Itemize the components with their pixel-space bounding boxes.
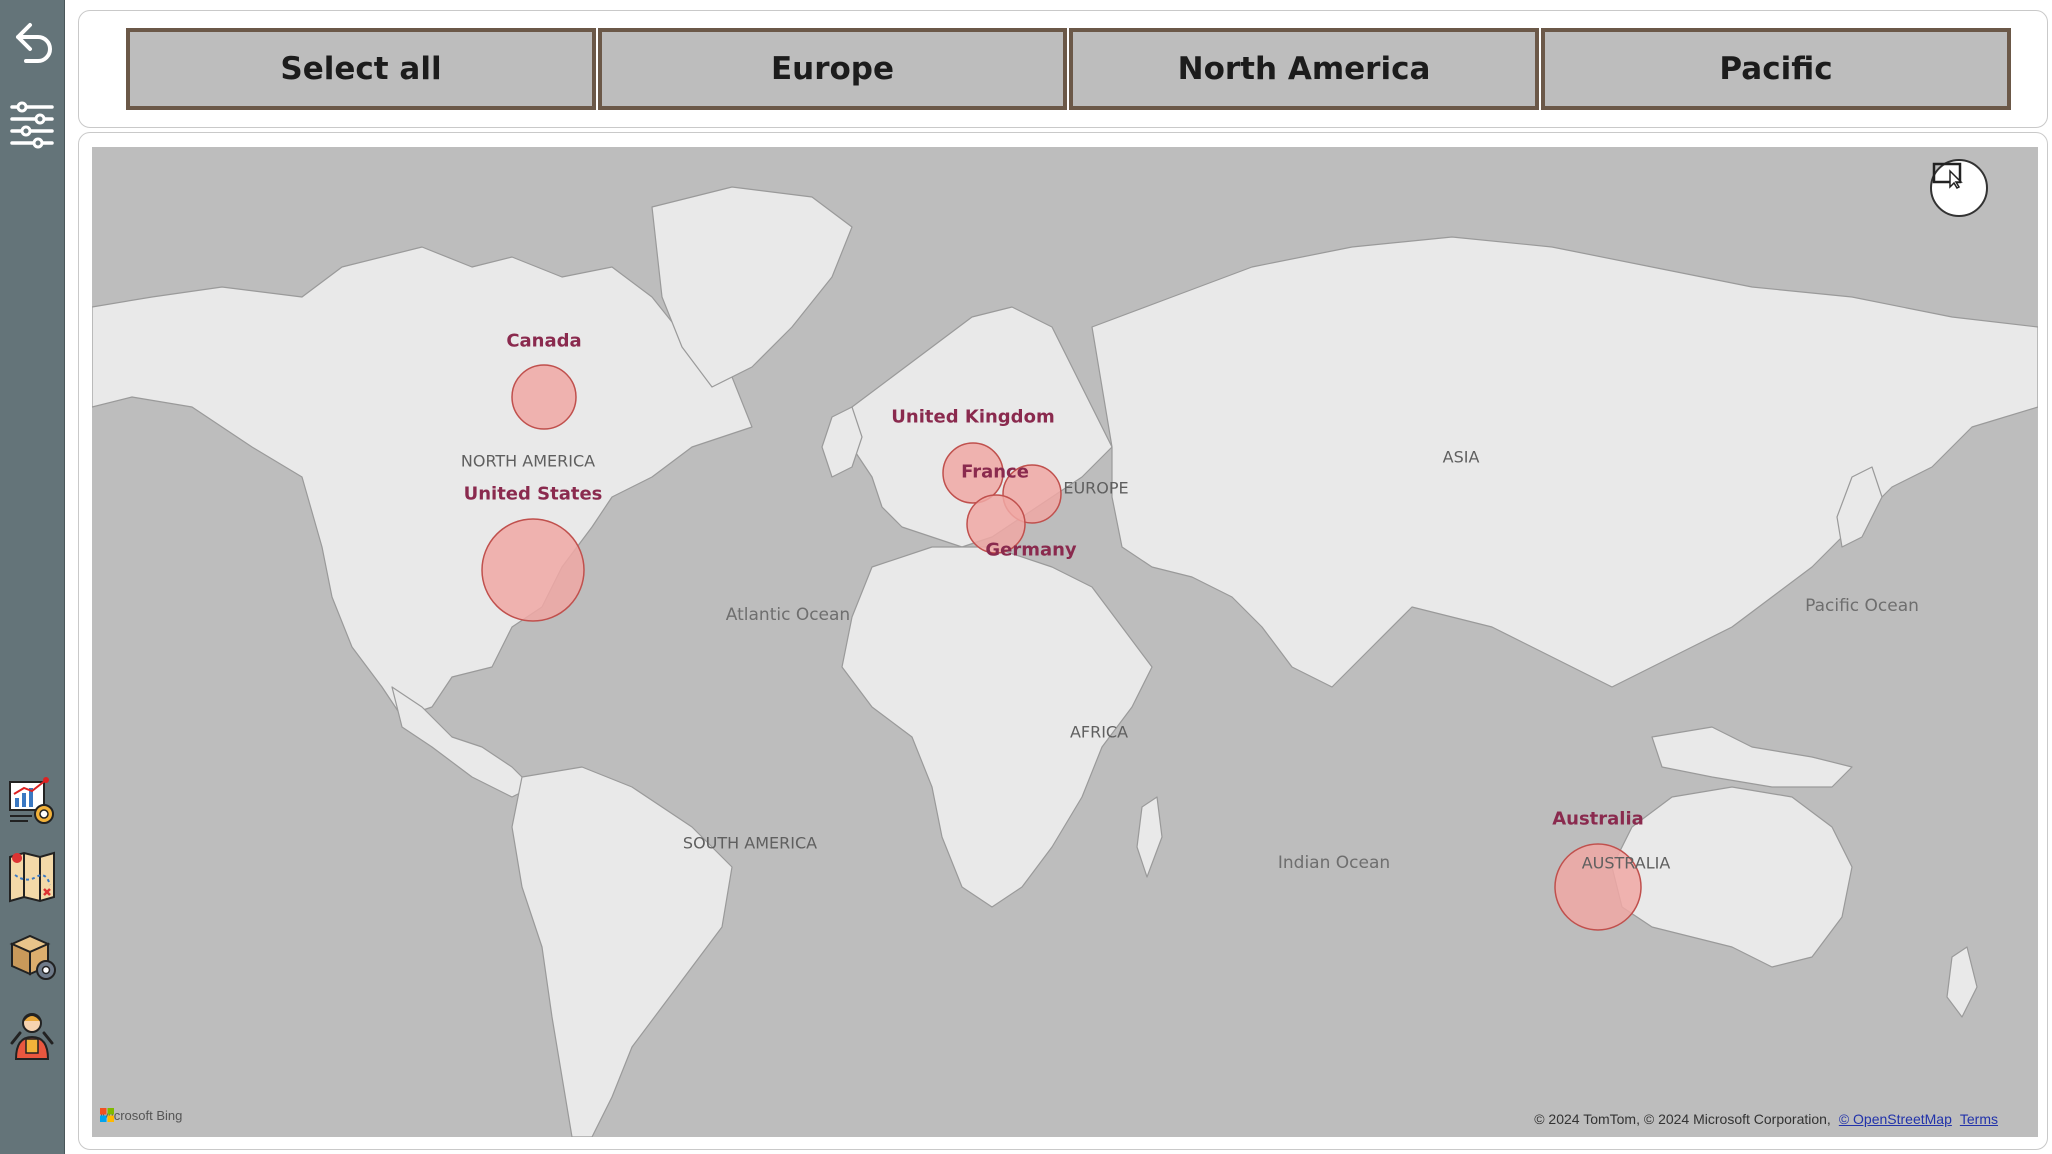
north-america-land [92, 246, 753, 718]
bubble-france[interactable] [966, 494, 1026, 554]
copyright-text: © 2024 TomTom, © 2024 Microsoft Corporat… [1534, 1111, 1831, 1127]
country-label-australia: Australia [1552, 808, 1644, 830]
map-visual-panel: NORTH AMERICA SOUTH AMERICA EUROPE AFRIC… [78, 132, 2048, 1150]
north-america-button[interactable]: North America [1069, 28, 1539, 110]
region-label-europe: EUROPE [1063, 478, 1129, 498]
europe-button[interactable]: Europe [598, 28, 1067, 110]
ocean-label-indian: Indian Ocean [1277, 853, 1391, 873]
region-label-africa: AFRICA [1069, 722, 1129, 742]
employees-nav-button[interactable] [4, 1006, 60, 1066]
filter-sliders-icon [10, 101, 54, 149]
region-slicer-panel: Select all Europe North America Pacific [78, 10, 2048, 128]
focus-mode-button[interactable] [1930, 159, 1988, 217]
australia-land [1611, 786, 1853, 968]
dashboard-nav-button[interactable] [4, 770, 60, 830]
indonesia-land [1651, 726, 1853, 788]
country-label-canada: Canada [506, 330, 582, 352]
map-icon [9, 851, 55, 903]
back-arrow-icon [16, 23, 52, 63]
filters-button[interactable] [4, 96, 60, 156]
japan-land [1836, 466, 1883, 548]
ocean-label-pacific: Pacific Ocean [1805, 596, 1919, 616]
bubble-australia[interactable] [1554, 843, 1642, 931]
map-land-svg [92, 186, 2038, 1137]
map-nav-button[interactable] [4, 846, 60, 906]
region-label-australia: AUSTRALIA [1581, 853, 1671, 873]
uk-land [821, 406, 863, 478]
central-america-land [391, 686, 533, 798]
bubble-canada[interactable] [511, 364, 577, 430]
asia-land [1091, 236, 2038, 688]
map-copyright: © 2024 TomTom, © 2024 Microsoft Corporat… [1534, 1111, 1998, 1127]
africa-land [841, 546, 1153, 908]
sidebar [0, 0, 65, 1154]
package-gear-icon [9, 934, 56, 980]
region-label-asia: ASIA [1442, 447, 1480, 467]
bing-attribution: Microsoft Bing [100, 1108, 182, 1123]
country-label-united-kingdom: United Kingdom [891, 406, 1055, 428]
country-label-france: France [961, 461, 1029, 483]
country-label-united-states: United States [463, 483, 603, 505]
region-label-north-america: NORTH AMERICA [460, 451, 596, 471]
microsoft-logo-icon [100, 1108, 114, 1122]
madagascar-land [1136, 796, 1163, 878]
focus-mode-icon [1932, 162, 1963, 189]
openstreetmap-link[interactable]: © OpenStreetMap [1838, 1111, 1952, 1127]
bubble-united-kingdom[interactable] [942, 442, 1004, 504]
ocean-label-atlantic: Atlantic Ocean [725, 605, 851, 625]
terms-link[interactable]: Terms [1959, 1111, 1998, 1127]
country-label-germany: Germany [985, 539, 1077, 561]
pacific-button[interactable]: Pacific [1541, 28, 2011, 110]
bubble-layer [481, 364, 1642, 931]
dashboard-chart-icon [9, 777, 54, 824]
new-zealand-land [1946, 946, 1978, 1018]
back-button[interactable] [4, 14, 60, 74]
bing-text: Microsoft Bing [100, 1108, 183, 1123]
world-map[interactable]: NORTH AMERICA SOUTH AMERICA EUROPE AFRIC… [92, 147, 2038, 1137]
select-all-button[interactable]: Select all [126, 28, 596, 110]
products-nav-button[interactable] [4, 926, 60, 986]
south-america-land [511, 766, 733, 1137]
bubble-united-states[interactable] [481, 518, 585, 622]
greenland-land [651, 186, 853, 388]
region-label-south-america: SOUTH AMERICA [682, 833, 818, 853]
employee-icon [10, 1013, 54, 1060]
